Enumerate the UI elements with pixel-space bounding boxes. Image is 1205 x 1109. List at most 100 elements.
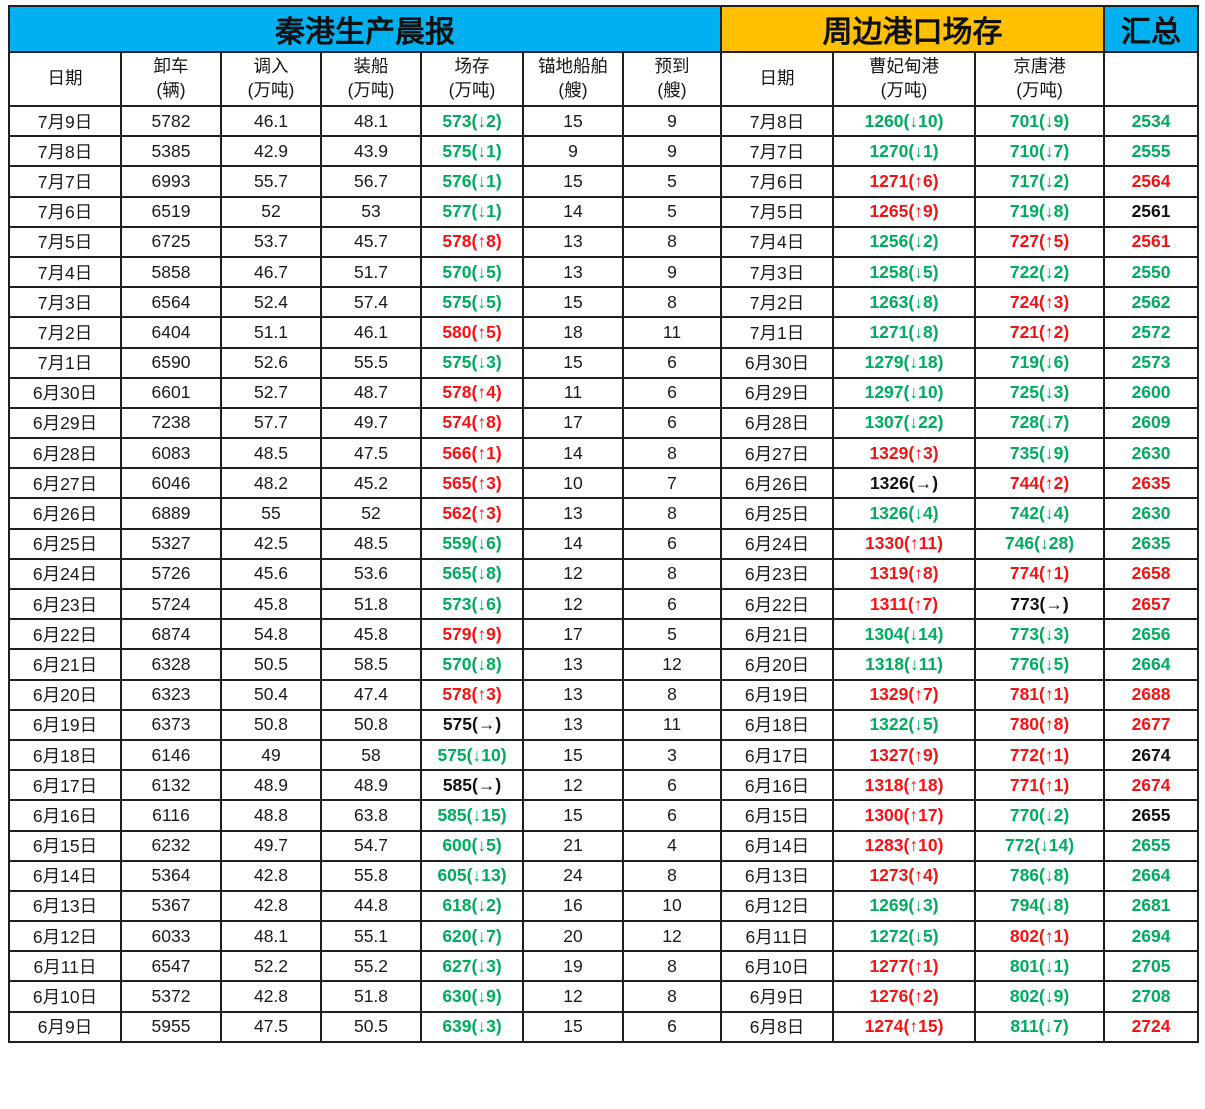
caofeidian-cell: 1318(↑18) (832, 769, 976, 802)
anchored-ships-cell: 24 (522, 859, 624, 892)
jingtang-cell: 717(↓2) (973, 165, 1106, 198)
total-cell: 2681 (1103, 889, 1200, 923)
ship-loading-cell: 55.1 (320, 920, 422, 953)
jingtang-cell: 772(↓14) (973, 829, 1106, 862)
anchored-ships-cell: 13 (522, 497, 624, 530)
ship-loading-cell: 58 (320, 738, 422, 772)
col-header-ship-loading: 装船 (万吨) (320, 51, 422, 107)
production-report-table: 秦港生产晨报 周边港口场存 汇总 日期 卸车 (辆) 调入 (万吨) 装船 (万吨) … (8, 5, 1200, 1043)
total-cell: 2657 (1103, 587, 1200, 621)
right-date-cell: 6月8日 (720, 1010, 834, 1043)
unload-trucks-cell: 6116 (120, 799, 222, 832)
caofeidian-cell: 1260(↓10) (832, 104, 976, 138)
total-cell: 2656 (1103, 618, 1200, 651)
table-row: 6月12日 6033 48.1 55.1 620(↓7) 20 12 6月11日… (8, 920, 1200, 953)
caofeidian-cell: 1329(↑3) (832, 437, 976, 470)
table-row: 6月22日 6874 54.8 45.8 579(↑9) 17 5 6月21日 … (8, 618, 1200, 651)
yard-stock-cell: 565(↑3) (420, 467, 524, 500)
caofeidian-cell: 1272(↓5) (832, 920, 976, 953)
caofeidian-cell: 1327(↑9) (832, 738, 976, 772)
unload-trucks-cell: 6323 (120, 678, 222, 711)
caofeidian-cell: 1271(↓8) (832, 316, 976, 349)
expected-ships-cell: 11 (622, 708, 722, 741)
expected-ships-cell: 8 (622, 557, 722, 591)
left-date-cell: 6月11日 (8, 950, 122, 983)
jingtang-cell: 746(↓28) (973, 527, 1106, 560)
yard-stock-cell: 579(↑9) (420, 618, 524, 651)
unload-trucks-cell: 5372 (120, 980, 222, 1013)
expected-ships-cell: 8 (622, 950, 722, 983)
jingtang-cell: 794(↓8) (973, 889, 1106, 923)
yard-stock-cell: 620(↓7) (420, 920, 524, 953)
right-date-cell: 7月8日 (720, 104, 834, 138)
right-date-cell: 6月12日 (720, 889, 834, 923)
ship-loading-cell: 48.1 (320, 104, 422, 138)
table-row: 6月28日 6083 48.5 47.5 566(↑1) 14 8 6月27日 … (8, 437, 1200, 470)
table-row: 6月16日 6116 48.8 63.8 585(↓15) 15 6 6月15日… (8, 799, 1200, 832)
total-cell: 2561 (1103, 225, 1200, 258)
table-row: 7月2日 6404 51.1 46.1 580(↑5) 18 11 7月1日 1… (8, 316, 1200, 349)
table-row: 7月6日 6519 52 53 577(↓1) 14 5 7月5日 1265(↑… (8, 195, 1200, 228)
total-cell: 2550 (1103, 255, 1200, 289)
yard-stock-cell: 578(↑8) (420, 225, 524, 258)
table-row: 6月17日 6132 48.9 48.9 585(→) 12 6 6月16日 1… (8, 769, 1200, 802)
title-row: 秦港生产晨报 周边港口场存 汇总 (8, 5, 1200, 53)
jingtang-cell: 744(↑2) (973, 467, 1106, 500)
left-date-cell: 6月28日 (8, 437, 122, 470)
table-row: 6月29日 7238 57.7 49.7 574(↑8) 17 6 6月28日 … (8, 406, 1200, 440)
col-header-right-date: 日期 (720, 51, 834, 107)
yard-stock-cell: 627(↓3) (420, 950, 524, 983)
left-date-cell: 7月2日 (8, 316, 122, 349)
expected-ships-cell: 10 (622, 889, 722, 923)
transfer-in-cell: 53.7 (220, 225, 322, 258)
anchored-ships-cell: 9 (522, 135, 624, 168)
anchored-ships-cell: 13 (522, 678, 624, 711)
expected-ships-cell: 9 (622, 104, 722, 138)
summary-title: 汇总 (1103, 5, 1200, 53)
expected-ships-cell: 5 (622, 195, 722, 228)
jingtang-cell: 719(↓6) (973, 346, 1106, 379)
left-date-cell: 6月14日 (8, 859, 122, 892)
right-date-cell: 6月17日 (720, 738, 834, 772)
yard-stock-cell: 575(↓10) (420, 738, 524, 772)
left-date-cell: 6月19日 (8, 708, 122, 741)
transfer-in-cell: 48.1 (220, 920, 322, 953)
yard-stock-cell: 600(↓5) (420, 829, 524, 862)
total-cell: 2677 (1103, 708, 1200, 741)
col-header-jingtang: 京唐港 (万吨) (973, 51, 1106, 107)
unload-trucks-cell: 5385 (120, 135, 222, 168)
right-table-title: 周边港口场存 (719, 5, 1106, 53)
unload-trucks-cell: 5724 (120, 587, 222, 621)
right-date-cell: 6月16日 (720, 769, 834, 802)
table-row: 7月1日 6590 52.6 55.5 575(↓3) 15 6 6月30日 1… (8, 346, 1200, 379)
right-date-cell: 6月30日 (720, 346, 834, 379)
unload-trucks-cell: 5782 (120, 104, 222, 138)
anchored-ships-cell: 14 (522, 527, 624, 560)
jingtang-cell: 742(↓4) (973, 497, 1106, 530)
ship-loading-cell: 48.7 (320, 376, 422, 409)
report-page: 秦港生产晨报 周边港口场存 汇总 日期 卸车 (辆) 调入 (万吨) 装船 (万吨) … (8, 5, 1200, 1043)
right-date-cell: 6月25日 (720, 497, 834, 530)
left-date-cell: 7月8日 (8, 135, 122, 168)
transfer-in-cell: 48.5 (220, 437, 322, 470)
right-date-cell: 7月3日 (720, 255, 834, 289)
anchored-ships-cell: 13 (522, 225, 624, 258)
jingtang-cell: 802(↓9) (973, 980, 1106, 1013)
jingtang-cell: 710(↓7) (973, 135, 1106, 168)
unload-trucks-cell: 6046 (120, 467, 222, 500)
ship-loading-cell: 52 (320, 497, 422, 530)
ship-loading-cell: 55.5 (320, 346, 422, 379)
right-date-cell: 6月18日 (720, 708, 834, 741)
anchored-ships-cell: 19 (522, 950, 624, 983)
jingtang-cell: 724(↑3) (973, 286, 1106, 319)
right-date-cell: 7月7日 (720, 135, 834, 168)
caofeidian-cell: 1297(↓10) (832, 376, 976, 409)
yard-stock-cell: 618(↓2) (420, 889, 524, 923)
jingtang-cell: 727(↑5) (973, 225, 1106, 258)
expected-ships-cell: 5 (622, 618, 722, 651)
ship-loading-cell: 58.5 (320, 648, 422, 681)
unload-trucks-cell: 6373 (120, 708, 222, 741)
left-date-cell: 6月20日 (8, 678, 122, 711)
left-date-cell: 6月17日 (8, 769, 122, 802)
table-row: 6月11日 6547 52.2 55.2 627(↓3) 19 8 6月10日 … (8, 950, 1200, 983)
